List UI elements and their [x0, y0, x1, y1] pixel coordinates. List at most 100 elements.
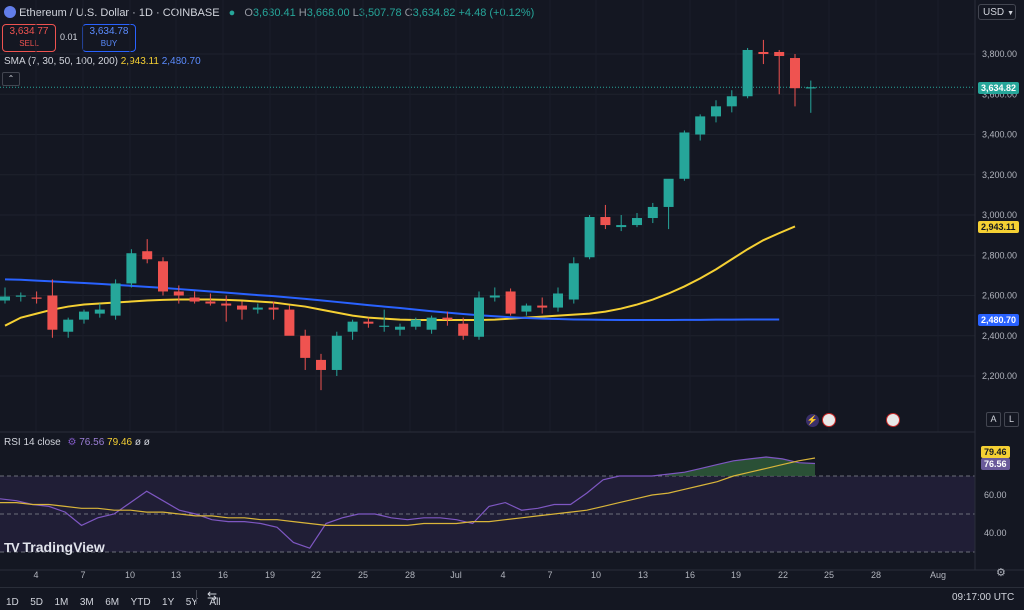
tradingview-logo: TV TradingView [4, 539, 105, 555]
candle [742, 47, 753, 99]
price-tick-label: 3,400.00 [982, 130, 1017, 140]
candle [426, 315, 437, 334]
rsi-settings-icon: ⚙ [67, 437, 77, 448]
candle [600, 204, 611, 230]
timeframe-1m[interactable]: 1M [54, 597, 69, 608]
candle-body [553, 293, 563, 308]
candle-body [268, 307, 279, 310]
candle-body [426, 317, 437, 330]
candle-body [584, 217, 595, 258]
candle-body [442, 317, 453, 320]
candle [442, 311, 453, 326]
candle-body [110, 283, 121, 316]
rsi-ma-tag: 79.46 [981, 446, 1010, 458]
candle-body [758, 51, 769, 54]
candle-body [711, 106, 721, 117]
currency-selector[interactable]: USD ▼ [978, 4, 1016, 20]
candle [237, 301, 247, 320]
us-flag-event-icon[interactable] [886, 413, 900, 427]
rsi-legend[interactable]: RSI 14 close ⚙ 76.56 79.46 ø ø [4, 437, 150, 448]
collapse-legend-button[interactable]: ⌃ [2, 72, 20, 86]
candle [679, 130, 690, 181]
log-scale-button[interactable]: L [1004, 412, 1019, 427]
candle [663, 178, 674, 230]
candle [0, 287, 10, 304]
timeframe-6m[interactable]: 6M [105, 597, 120, 608]
time-tick-label: 10 [591, 570, 601, 580]
date-range-icon[interactable]: ⇆ [207, 589, 218, 603]
rsi-overbought-fill [668, 457, 815, 476]
timeframe-3m[interactable]: 3M [79, 597, 94, 608]
time-tick-label: 28 [871, 570, 881, 580]
candle [790, 54, 800, 107]
timeframe-1d[interactable]: 1D [6, 597, 19, 608]
sma-legend[interactable]: SMA (7, 30, 50, 100, 200) 2,943.11 2,480… [4, 56, 201, 67]
candle-body [726, 96, 737, 107]
candle [173, 285, 184, 304]
candle [300, 329, 311, 370]
bottom-toolbar [0, 587, 1024, 607]
candle-body [742, 49, 753, 97]
us-flag-event-icon[interactable] [822, 413, 836, 427]
price-tick-label: 3,800.00 [982, 49, 1017, 59]
time-tick-label: 4 [33, 570, 38, 580]
candle [158, 257, 168, 296]
candle [632, 212, 642, 228]
buy-price: 3,634.78 [89, 26, 129, 37]
price-tick-label: 2,400.00 [982, 331, 1017, 341]
time-tick-label: 7 [80, 570, 85, 580]
time-tick-label: 25 [824, 570, 834, 580]
time-tick-label: 4 [500, 570, 505, 580]
time-tick-label: 19 [731, 570, 741, 580]
price-tick-label: 3,600.00 [982, 89, 1017, 99]
candle [410, 317, 421, 330]
timeframe-buttons: 1D 5D 1M 3M 6M YTD 1Y 5Y All [6, 592, 228, 610]
candle [379, 309, 390, 332]
candle-body [237, 305, 247, 310]
price-axis: 2,200.00 2,400.00 2,600.00 2,800.00 3,000.00… [982, 49, 1017, 381]
timeframe-5y[interactable]: 5Y [185, 597, 198, 608]
price-tick-label: 2,800.00 [982, 250, 1017, 260]
timeframe-ytd[interactable]: YTD [130, 597, 151, 608]
candle-body [616, 225, 627, 228]
candle-body [316, 359, 326, 370]
sma-yellow-line [4, 225, 796, 327]
candle-body [695, 116, 706, 135]
candle-body [300, 335, 311, 358]
timeframe-all[interactable]: All [209, 597, 221, 608]
clock[interactable]: 09:17:00 UTC [952, 592, 1015, 603]
time-tick-label: 16 [218, 570, 228, 580]
chart-settings-gear-icon[interactable]: ⚙ [996, 567, 1006, 579]
candle [521, 303, 532, 316]
timeframe-5d[interactable]: 5D [30, 597, 44, 608]
auto-scale-button[interactable]: A [986, 412, 1001, 427]
main-grid [0, 53, 975, 377]
candle [268, 301, 279, 320]
candle-body [284, 309, 295, 336]
candle [584, 215, 595, 260]
sell-label: SELL [19, 39, 39, 48]
candle [616, 215, 627, 232]
rsi-tick-label: 60.00 [984, 490, 1007, 500]
candle-body [379, 325, 390, 327]
time-tick-label: 22 [311, 570, 321, 580]
candle [568, 257, 579, 304]
candle-body [537, 305, 548, 308]
candle-body [347, 321, 358, 332]
candle [15, 292, 26, 302]
candle-body [79, 311, 89, 320]
candle-body [0, 296, 10, 301]
candle-body [189, 297, 200, 302]
symbol-header[interactable]: Ethereum / U.S. Dollar · 1D · COINBASE ●… [4, 6, 534, 19]
time-tick-label: 7 [547, 570, 552, 580]
time-tick-label: Jul [450, 570, 462, 580]
candle-body [221, 303, 232, 306]
sma-lines [4, 225, 796, 327]
sell-button[interactable]: 3,634.77 SELL [2, 24, 56, 52]
price-tick-label: 3,200.00 [982, 170, 1017, 180]
candle [47, 279, 58, 338]
candle-body [173, 291, 184, 296]
timeframe-1y[interactable]: 1Y [162, 597, 175, 608]
lightning-event-icon[interactable]: ⚡ [806, 414, 819, 427]
